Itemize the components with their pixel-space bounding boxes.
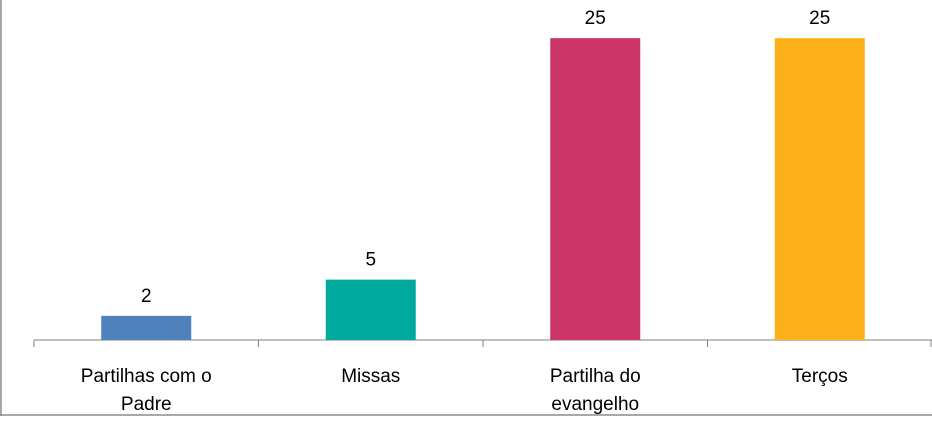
data-label: 2 bbox=[141, 286, 152, 307]
bar bbox=[550, 38, 641, 341]
x-tick-label: evangelho bbox=[551, 394, 639, 415]
data-label: 25 bbox=[585, 8, 606, 29]
x-tick-label: Terços bbox=[792, 366, 848, 387]
x-tick-label: Missas bbox=[341, 366, 400, 387]
bar bbox=[774, 38, 865, 341]
x-tick-label: Partilhas com o bbox=[81, 366, 212, 387]
x-tick-label: Partilha do bbox=[550, 366, 641, 387]
x-tick-label: Padre bbox=[121, 394, 172, 415]
bar bbox=[101, 315, 192, 340]
data-label: 25 bbox=[809, 8, 830, 29]
bar bbox=[325, 279, 416, 340]
data-label: 5 bbox=[365, 250, 376, 271]
